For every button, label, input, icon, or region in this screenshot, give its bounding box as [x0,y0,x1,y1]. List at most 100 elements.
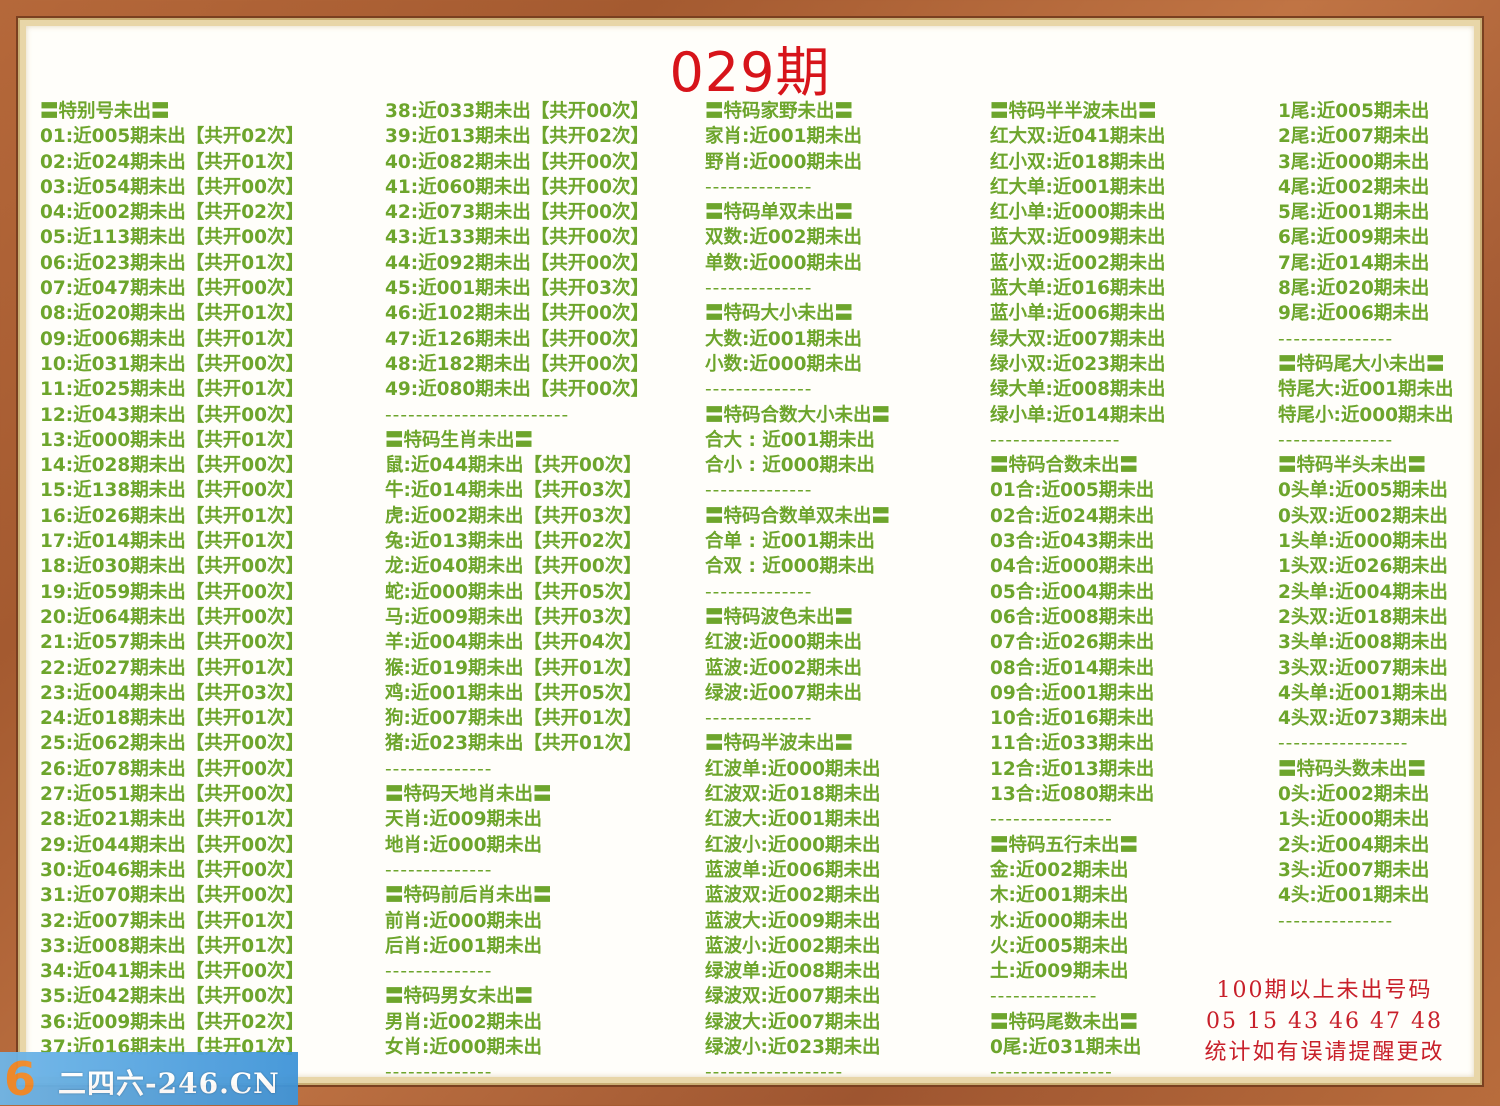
stat-row: 23:近004期未出【共开03次】 [40,682,305,704]
stat-row: 29:近044期未出【共开00次】 [40,834,305,856]
section-divider: ---------------- [990,809,1113,831]
stat-row: 19:近059期未出【共开00次】 [40,581,305,603]
note-disclaimer: 统计如有误请提醒更改 [1204,1040,1445,1065]
stat-row: 绿波大:近007期未出 [705,1011,881,1033]
note-numbers: 05 15 43 46 47 48 [1206,1009,1443,1034]
logo-six-icon: 6 [4,1052,37,1106]
stat-row: 牛:近014期未出【共开03次】 [385,480,642,502]
stat-row: 大数:近001期未出 [705,328,863,350]
stat-row: 2尾:近007期未出 [1278,126,1430,148]
stat-row: 狗:近007期未出【共开01次】 [385,708,642,730]
stat-row: 11合:近033期未出 [990,733,1155,755]
stat-row: 22:近027期未出【共开01次】 [40,657,305,679]
stat-row: 野肖:近000期未出 [705,151,863,173]
stat-row: 1头双:近026期未出 [1278,556,1448,578]
stat-row: 09合:近001期未出 [990,682,1155,704]
section-header: 〓特码尾数未出〓 [990,1011,1139,1033]
stat-row: 13合:近080期未出 [990,784,1155,806]
stat-row: 24:近018期未出【共开01次】 [40,708,305,730]
stat-row: 兔:近013期未出【共开02次】 [385,531,642,553]
stat-row: 10合:近016期未出 [990,708,1155,730]
stat-row: 07合:近026期未出 [990,632,1155,654]
stat-row: 36:近009期未出【共开02次】 [40,1011,305,1033]
stat-row: 30:近046期未出【共开00次】 [40,859,305,881]
stat-row: 蛇:近000期未出【共开05次】 [385,581,642,603]
section-divider: -------------- [705,581,813,603]
stat-row: 绿小双:近023期未出 [990,353,1166,375]
section-header: 〓特码半半波未出〓 [990,101,1157,122]
stat-row: 土:近009期未出 [990,961,1129,983]
stat-row: 2头双:近018期未出 [1278,606,1448,628]
stat-row: 特尾小:近000期未出 [1278,404,1454,426]
section-header: 〓特码五行未出〓 [990,834,1139,856]
section-header: 〓特码头数未出〓 [1278,758,1427,780]
stat-row: 蓝波小:近002期未出 [705,935,881,957]
section-header: 〓特码尾大小未出〓 [1278,353,1445,375]
stat-row: 18:近030期未出【共开00次】 [40,556,305,578]
stat-row: 绿波双:近007期未出 [705,986,881,1008]
stat-row: 单数:近000期未出 [705,252,863,274]
section-header: 〓特码半波未出〓 [705,733,854,755]
section-header: 〓特码合数未出〓 [990,455,1139,477]
section-divider: -------------- [385,961,493,983]
stat-row: 27:近051期未出【共开00次】 [40,784,305,806]
stat-row: 09:近006期未出【共开01次】 [40,328,305,350]
stat-row: 07:近047期未出【共开00次】 [40,278,305,300]
stat-row: 35:近042期未出【共开00次】 [40,986,305,1008]
section-header: 〓特码合数大小未出〓 [705,404,891,426]
stat-row: 04合:近000期未出 [990,556,1155,578]
section-divider: --------------- [1278,910,1394,932]
stat-row: 7尾:近014期未出 [1278,252,1430,274]
stat-row: 前肖:近000期未出 [385,910,543,932]
stat-row: 34:近041期未出【共开00次】 [40,961,305,983]
stat-row: 20:近064期未出【共开00次】 [40,606,305,628]
stat-row: 虎:近002期未出【共开03次】 [385,505,642,527]
column-special-number: 〓特别号未出〓 01:近005期未出【共开02次】 02:近024期未出【共开01次… [40,99,304,1060]
column-attributes-wave: 〓特码家野未出〓 家肖:近001期未出 野肖:近000期未出 ------------… [705,99,890,1086]
section-divider: ----------------- [1278,733,1409,755]
stat-row: 01合:近005期未出 [990,480,1155,502]
section-header: 〓特码单双未出〓 [705,202,854,224]
stat-row: 鸡:近001期未出【共开05次】 [385,682,642,704]
stat-row: 42:近073期未出【共开00次】 [385,202,650,224]
stat-row: 木:近001期未出 [990,885,1129,907]
section-divider: -------------- [990,986,1098,1008]
stat-row: 4尾:近002期未出 [1278,176,1430,198]
stat-row: 蓝大单:近016期未出 [990,278,1166,300]
stat-row: 0头:近002期未出 [1278,784,1430,806]
stat-row: 蓝波双:近002期未出 [705,885,881,907]
stat-row: 蓝波单:近006期未出 [705,859,881,881]
stat-row: 17:近014期未出【共开01次】 [40,531,305,553]
stat-row: 01:近005期未出【共开02次】 [40,126,305,148]
stat-row: 蓝小双:近002期未出 [990,252,1166,274]
content-panel [26,26,1474,1077]
section-divider: -------------- [385,1062,493,1084]
stat-row: 03合:近043期未出 [990,531,1155,553]
stat-row: 3尾:近000期未出 [1278,151,1430,173]
stat-row: 红波大:近001期未出 [705,809,881,831]
stat-row: 0尾:近031期未出 [990,1036,1142,1058]
section-header: 〓特码男女未出〓 [385,986,534,1008]
stat-row: 1尾:近005期未出 [1278,101,1430,122]
stat-row: 0头单:近005期未出 [1278,480,1448,502]
stat-row: 10:近031期未出【共开00次】 [40,353,305,375]
stat-row: 蓝大双:近009期未出 [990,227,1166,249]
stat-row: 绿小单:近014期未出 [990,404,1166,426]
section-divider: ------------------ [705,1062,844,1084]
stat-row: 绿波小:近023期未出 [705,1036,881,1058]
stat-row: 地肖:近000期未出 [385,834,543,856]
stat-row: 25:近062期未出【共开00次】 [40,733,305,755]
stat-row: 6尾:近009期未出 [1278,227,1430,249]
stat-row: 15:近138期未出【共开00次】 [40,480,305,502]
stat-row: 鼠:近044期未出【共开00次】 [385,455,642,477]
section-header: 〓特码家野未出〓 [705,101,854,122]
stat-row: 绿波单:近008期未出 [705,961,881,983]
column-number-zodiac: 38:近033期未出【共开00次】 39:近013期未出【共开02次】 40:近08… [385,99,649,1086]
section-divider: -------------- [705,480,813,502]
stat-row: 马:近009期未出【共开03次】 [385,606,642,628]
section-header: 〓特别号未出〓 [40,101,170,122]
stat-row: 红大单:近001期未出 [990,176,1166,198]
stat-row: 后肖:近001期未出 [385,935,543,957]
stat-row: 45:近001期未出【共开03次】 [385,278,650,300]
stat-row: 2头单:近004期未出 [1278,581,1448,603]
